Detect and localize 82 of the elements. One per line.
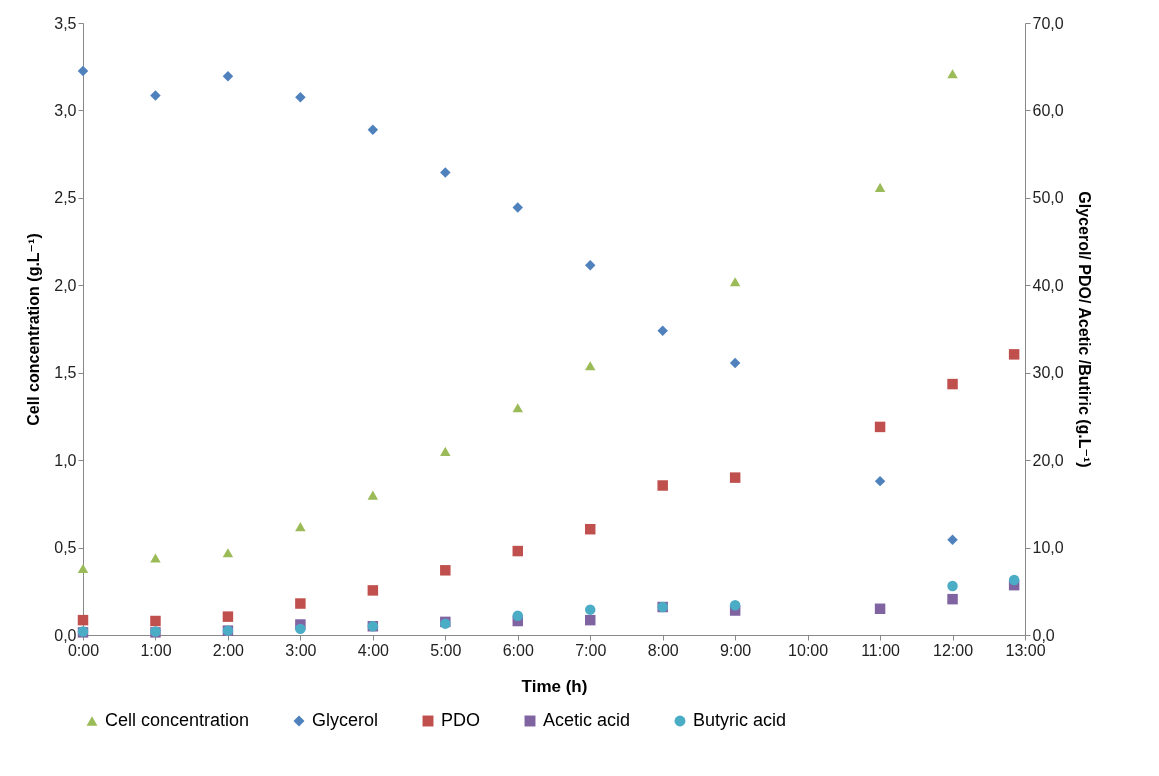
- point: [584, 604, 596, 615]
- x-axis-title: Time (h): [521, 676, 588, 696]
- x-tick-label: 12:00: [933, 641, 974, 659]
- point: [77, 614, 89, 626]
- point: [512, 202, 524, 213]
- point: [1008, 349, 1020, 360]
- point: [367, 490, 379, 500]
- point: [77, 564, 89, 574]
- point: [874, 603, 886, 615]
- point: [295, 598, 306, 609]
- point: [729, 600, 741, 611]
- x-tick-label: 11:00: [861, 641, 901, 659]
- y-tick-label: 2,5: [54, 189, 77, 207]
- x-tick-label: 3:00: [285, 641, 317, 659]
- x-tick-label: 1:00: [140, 641, 172, 659]
- point: [440, 565, 451, 576]
- legend-label: PDO: [441, 710, 481, 730]
- legend-label: Cell concentration: [105, 710, 250, 730]
- point: [874, 475, 886, 487]
- y-tick-label: 2,0: [54, 276, 77, 294]
- point: [947, 534, 958, 545]
- y-axis-title: Cell concentration (g.L⁻¹): [25, 233, 43, 426]
- point: [729, 357, 741, 369]
- y2-tick-label: 70,0: [1032, 14, 1064, 32]
- point: [295, 522, 306, 532]
- point: [874, 421, 886, 433]
- point: [947, 378, 958, 390]
- y-tick-label: 0,5: [54, 539, 77, 557]
- y-tick-label: 3,5: [54, 14, 77, 32]
- y-tick-label: 1,5: [54, 364, 77, 382]
- y2-tick-label: 0,0: [1032, 626, 1055, 644]
- point: [874, 182, 886, 192]
- y2-tick-label: 60,0: [1032, 101, 1064, 119]
- point: [947, 69, 958, 79]
- point: [222, 611, 234, 622]
- x-tick-label: 0:00: [67, 641, 100, 659]
- y2-tick-label: 40,0: [1032, 276, 1064, 294]
- point: [657, 325, 668, 336]
- y-tick-label: 3,0: [54, 101, 77, 119]
- point: [584, 523, 596, 535]
- x-tick-label: 10:00: [788, 641, 829, 659]
- legend-label: Glycerol: [312, 710, 379, 730]
- x-tick-label: 8:00: [647, 641, 679, 659]
- point: [584, 361, 596, 371]
- point: [729, 472, 741, 483]
- x-tick-label: 9:00: [720, 641, 752, 659]
- x-tick-label: 4:00: [357, 641, 390, 659]
- y-tick-label: 1,0: [54, 451, 77, 469]
- point: [222, 71, 234, 82]
- point: [150, 90, 161, 101]
- legend-label: Butyric acid: [693, 710, 787, 730]
- point: [295, 92, 306, 103]
- point: [947, 580, 958, 592]
- point: [440, 446, 451, 456]
- x-tick-label: 6:00: [502, 641, 534, 659]
- point: [657, 480, 668, 491]
- y2-tick-label: 30,0: [1032, 364, 1064, 382]
- y-tick-label: 0,0: [54, 626, 77, 644]
- y2-tick-label: 50,0: [1032, 189, 1064, 207]
- point: [150, 553, 161, 563]
- point: [512, 545, 524, 557]
- point: [729, 277, 741, 287]
- point: [295, 623, 306, 635]
- point: [440, 167, 451, 178]
- x-tick-label: 2:00: [212, 641, 245, 659]
- point: [512, 610, 524, 621]
- x-tick-label: 7:00: [575, 641, 607, 659]
- point: [367, 124, 379, 135]
- point: [222, 548, 234, 558]
- y2-axis-title: Glycerol/ PDO/ Acetic /Butiric (g.L⁻¹): [1075, 191, 1093, 468]
- point: [584, 614, 596, 626]
- point: [947, 593, 958, 605]
- x-tick-label: 5:00: [430, 641, 462, 659]
- point: [512, 403, 524, 413]
- point: [367, 585, 379, 596]
- point: [77, 65, 89, 77]
- y2-tick-label: 20,0: [1032, 451, 1064, 469]
- y2-tick-label: 10,0: [1032, 539, 1064, 557]
- legend-label: Acetic acid: [543, 710, 631, 730]
- point: [584, 259, 596, 271]
- point: [1008, 574, 1020, 586]
- point: [150, 615, 161, 627]
